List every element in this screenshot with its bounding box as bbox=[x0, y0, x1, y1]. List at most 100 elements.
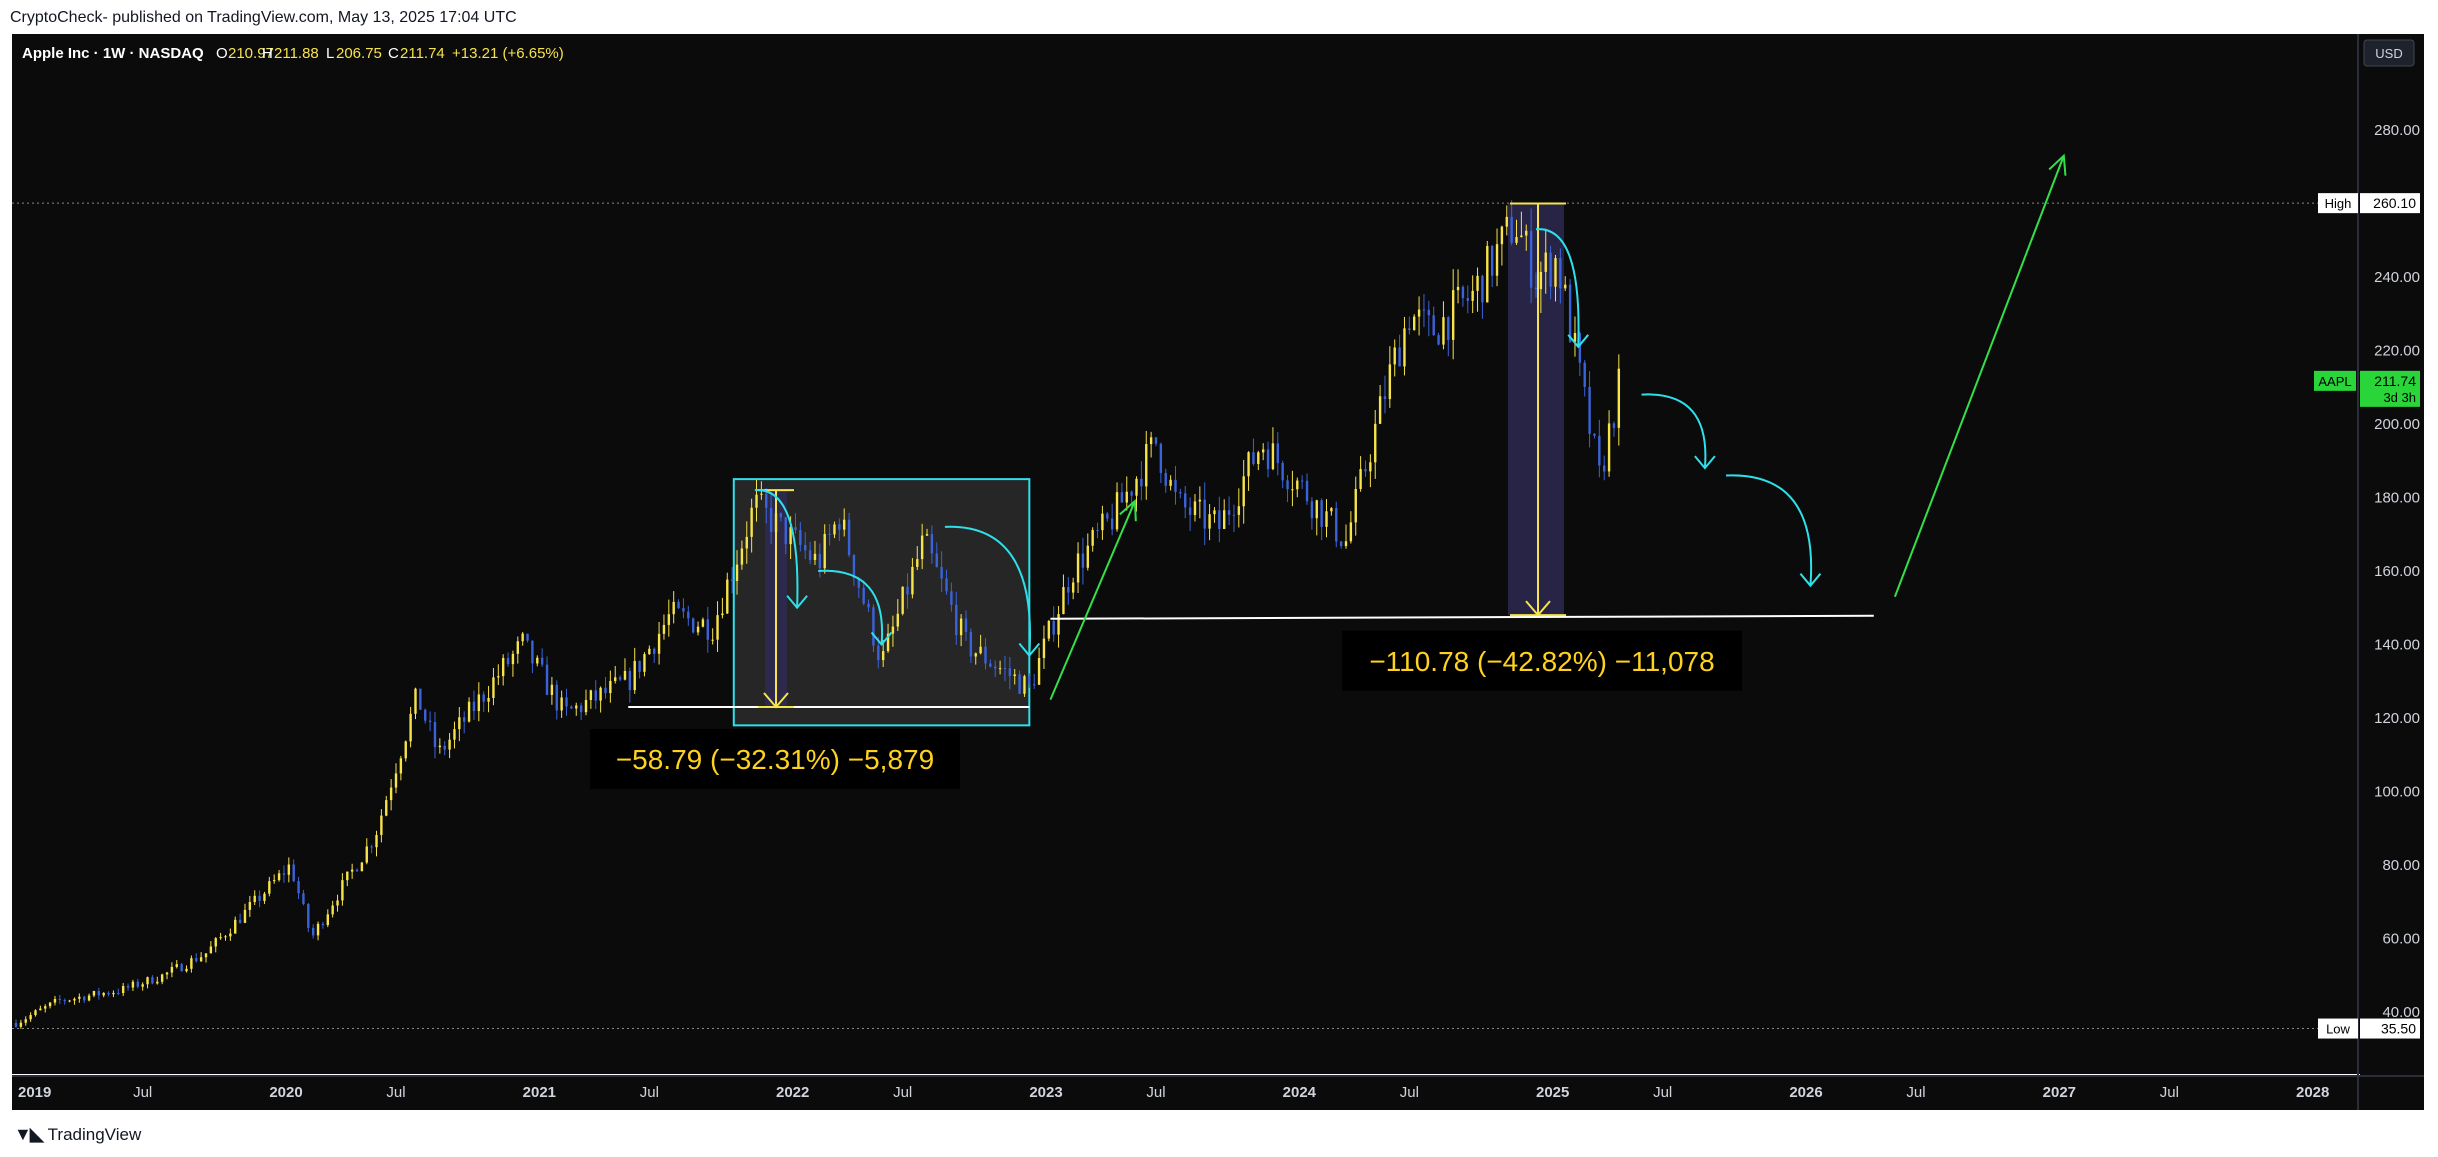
footer-brand[interactable]: ▼◣ TradingView bbox=[14, 1124, 141, 1145]
cyan-curved-arrow[interactable] bbox=[818, 569, 884, 645]
candle-body bbox=[721, 613, 724, 616]
cyan-curved-arrow[interactable] bbox=[944, 525, 1032, 656]
candle-body bbox=[828, 533, 831, 535]
candle-body bbox=[1442, 317, 1445, 345]
candle-body bbox=[857, 578, 861, 588]
candle-body bbox=[1422, 309, 1426, 311]
time-tick-label: Jul bbox=[1400, 1084, 1419, 1101]
candle-body bbox=[1495, 244, 1499, 276]
candle-body bbox=[336, 900, 339, 906]
price-axis-panel[interactable] bbox=[2360, 34, 2424, 1110]
cyan-curved-arrow[interactable] bbox=[754, 489, 799, 608]
candle-body bbox=[653, 648, 656, 654]
candle-body bbox=[1013, 674, 1016, 677]
candle-body bbox=[740, 548, 744, 565]
publisher-name[interactable]: CryptoCheck- bbox=[10, 9, 108, 26]
support-line[interactable] bbox=[1050, 614, 1874, 620]
candle-body bbox=[458, 717, 461, 730]
candle-body bbox=[1612, 423, 1616, 428]
candle-body bbox=[1564, 284, 1567, 289]
candle-body bbox=[862, 587, 865, 604]
cyan-arrow-head bbox=[786, 595, 808, 610]
candle-body bbox=[804, 544, 807, 551]
legend-symbol[interactable]: Apple Inc · 1W · NASDAQ bbox=[22, 45, 204, 62]
candle-body bbox=[852, 555, 856, 579]
candle-body bbox=[623, 670, 627, 680]
candle-body bbox=[1047, 620, 1051, 639]
time-tick-label: Jul bbox=[640, 1084, 659, 1101]
candle-body bbox=[516, 641, 519, 654]
candle-body bbox=[974, 653, 977, 657]
candle-body bbox=[365, 846, 368, 863]
candle-body bbox=[253, 895, 256, 903]
price-tick-label: 220.00 bbox=[2374, 343, 2420, 360]
candle-body bbox=[92, 990, 96, 996]
candle-body bbox=[102, 992, 105, 996]
legend: Apple Inc · 1W · NASDAQ O 210.97 H 211.8… bbox=[22, 45, 564, 62]
time-tick-label: 2027 bbox=[2043, 1084, 2076, 1101]
published-date: published on TradingView.com, May 13, 20… bbox=[107, 9, 517, 26]
candle-body bbox=[911, 566, 914, 595]
candle-body bbox=[97, 990, 101, 996]
extreme-price-value: 260.10 bbox=[2373, 195, 2416, 211]
time-tick-label: 2023 bbox=[1029, 1084, 1062, 1101]
candle-body bbox=[1305, 480, 1309, 502]
candle-body bbox=[1515, 237, 1518, 243]
measure-arrow-head bbox=[1525, 600, 1551, 617]
candle-body bbox=[1164, 472, 1167, 486]
candle-body bbox=[628, 670, 632, 691]
candle-body bbox=[472, 701, 476, 712]
candle-body bbox=[1413, 316, 1416, 331]
cyan-curved-arrow[interactable] bbox=[1641, 393, 1707, 469]
candle-body bbox=[321, 923, 325, 926]
currency-button[interactable]: USD bbox=[2363, 39, 2415, 67]
candle-body bbox=[1130, 491, 1133, 496]
candle-body bbox=[545, 664, 549, 695]
cyan-arrow-head bbox=[1018, 642, 1041, 658]
candle-body bbox=[1115, 492, 1119, 530]
candle-body bbox=[1018, 674, 1021, 694]
candle-body bbox=[1325, 511, 1328, 527]
candle-body bbox=[1296, 480, 1299, 490]
candle-body bbox=[1261, 449, 1265, 453]
cyan-arrow-head bbox=[1567, 334, 1589, 349]
time-axis-panel[interactable] bbox=[12, 1076, 2360, 1110]
candle-body bbox=[1583, 362, 1586, 387]
drawing-annotations[interactable]: −58.79 (−32.31%) −5,879 −110.78 (−42.82%)… bbox=[590, 153, 2067, 790]
candle-body bbox=[1359, 469, 1362, 489]
legend-change: +13.21 (+6.65%) bbox=[452, 45, 564, 62]
candle-body bbox=[1335, 508, 1338, 542]
candle-body bbox=[1593, 433, 1596, 436]
candle-body bbox=[1364, 469, 1367, 472]
candle-body bbox=[1505, 216, 1508, 227]
extreme-tag: High bbox=[2325, 196, 2352, 211]
candle-body bbox=[448, 739, 451, 750]
green-trend-arrow[interactable] bbox=[1893, 155, 2065, 598]
candle-body bbox=[1281, 462, 1284, 481]
candle-body bbox=[404, 741, 407, 759]
candle-body bbox=[808, 550, 812, 561]
chart-background bbox=[12, 34, 2360, 1074]
candle-body bbox=[87, 995, 91, 1001]
green-arrow-head bbox=[1119, 499, 1137, 522]
cyan-curved-arrow[interactable] bbox=[1725, 474, 1813, 586]
candle-body bbox=[258, 895, 261, 901]
candle-body bbox=[784, 517, 787, 545]
measure-label-box[interactable] bbox=[590, 729, 960, 790]
green-trend-arrow[interactable] bbox=[1049, 500, 1136, 701]
candle-body bbox=[969, 631, 973, 657]
cyan-curved-arrow[interactable] bbox=[1535, 228, 1580, 347]
extreme-price-value: 35.50 bbox=[2381, 1021, 2416, 1037]
candle-body bbox=[170, 966, 174, 973]
symbol-tag-box bbox=[2314, 370, 2356, 391]
candle-body bbox=[1544, 252, 1547, 272]
candle-body bbox=[843, 519, 846, 530]
currency-button-label[interactable]: USD bbox=[2375, 46, 2402, 61]
candle-body bbox=[677, 601, 680, 609]
candle-body bbox=[1403, 328, 1406, 367]
candle-body bbox=[1174, 479, 1177, 493]
candle-body bbox=[39, 1008, 42, 1011]
measure-label-box[interactable] bbox=[1342, 630, 1742, 691]
candle-body bbox=[1349, 522, 1353, 542]
